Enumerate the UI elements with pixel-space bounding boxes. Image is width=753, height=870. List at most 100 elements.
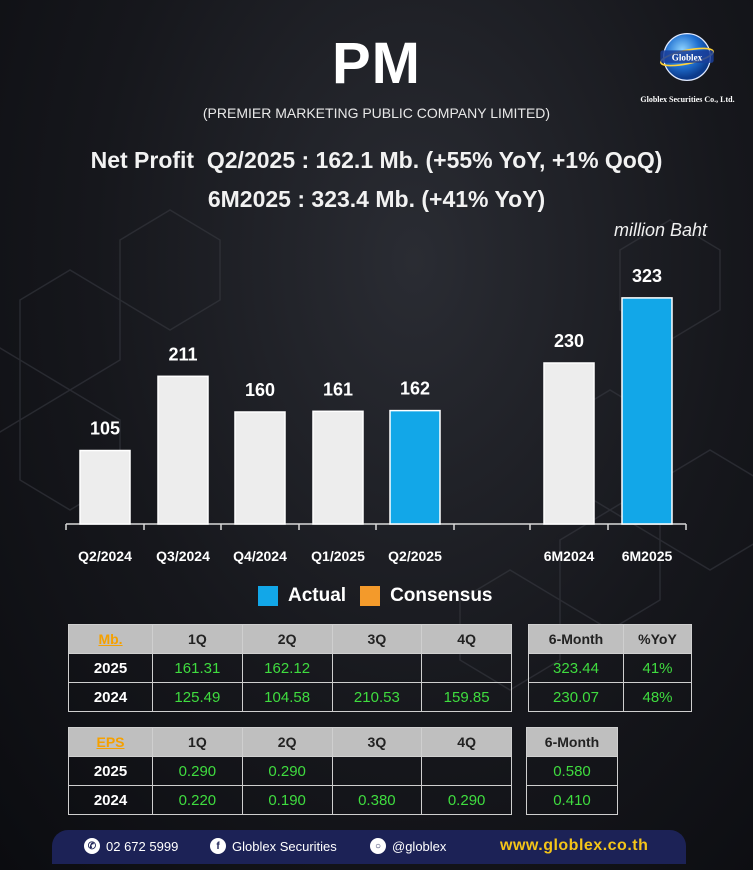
- table-cell: 162.12: [241, 653, 333, 683]
- column-header: 2Q: [241, 624, 333, 654]
- phone-icon: ✆: [84, 838, 100, 854]
- footer-facebook[interactable]: f Globlex Securities: [210, 838, 337, 854]
- row-year: 2025: [68, 653, 153, 683]
- bar-value-label: 162: [400, 379, 430, 399]
- bar-value-label: 323: [632, 266, 662, 286]
- headline-half-year: 6M2025 : 323.4 Mb. (+41% YoY): [207, 186, 546, 212]
- table-cell: 159.85: [421, 682, 512, 712]
- legend-item-actual: Actual: [258, 585, 346, 607]
- column-header: 6-Month: [528, 624, 624, 654]
- footer-line[interactable]: ○ @globlex: [370, 838, 446, 854]
- table-row: 0.410: [526, 785, 618, 815]
- table-row: 2025 161.31 162.12: [68, 653, 512, 683]
- facebook-name: Globlex Securities: [232, 838, 337, 854]
- table-row: 2024 0.220 0.190 0.380 0.290: [68, 785, 512, 815]
- table-cell: 230.07: [528, 682, 624, 712]
- bar-6m2024: [543, 362, 595, 525]
- row-year: 2024: [68, 785, 153, 815]
- bar-value-label: 160: [245, 380, 275, 400]
- line-chat-icon: ○: [370, 838, 386, 854]
- table-cell: 0.290: [241, 756, 333, 786]
- headline-quarter: Net Profit Q2/2025 : 162.1 Mb. (+55% YoY…: [90, 147, 663, 173]
- profit-table: Mb. 1Q 2Q 3Q 4Q 2025 161.31 162.12 2024 …: [68, 624, 512, 712]
- bar-value-label: 105: [90, 419, 120, 439]
- bar-value-label: 211: [168, 344, 197, 364]
- bar-value-label: 230: [554, 331, 584, 351]
- line-handle: @globlex: [392, 838, 447, 854]
- table-cell: [421, 756, 512, 786]
- column-header: 1Q: [152, 624, 243, 654]
- table-cell: 0.220: [152, 785, 243, 815]
- eps-summary-table: 6-Month 0.580 0.410: [526, 727, 618, 815]
- chart-legend: Actual Consensus: [258, 585, 493, 607]
- bar-value-label: 161: [323, 379, 353, 399]
- bar-q1-2025: [312, 410, 364, 525]
- legend-swatch-consensus: [360, 586, 381, 606]
- table-row: 323.44 41%: [528, 653, 692, 683]
- globlex-logo: Globlex: [660, 33, 714, 81]
- profit-table-corner: Mb.: [68, 624, 153, 654]
- bar-q2-2024: [79, 449, 131, 525]
- facebook-icon: f: [210, 838, 226, 854]
- column-header: 4Q: [421, 727, 512, 757]
- table-header-row: 6-Month %YoY: [528, 624, 692, 654]
- legend-swatch-actual: [258, 586, 278, 606]
- row-year: 2024: [68, 682, 153, 712]
- footer-phone[interactable]: ✆ 02 672 5999: [84, 838, 178, 854]
- eps-table: EPS 1Q 2Q 3Q 4Q 2025 0.290 0.290 2024 0.…: [68, 727, 512, 815]
- column-header: 3Q: [331, 624, 423, 654]
- logo-caption: Globlex Securities Co., Ltd.: [640, 95, 735, 104]
- column-header: 3Q: [331, 727, 423, 757]
- bar-6m2025: [621, 297, 673, 525]
- column-header: %YoY: [623, 624, 692, 654]
- company-name: (PREMIER MARKETING PUBLIC COMPANY LIMITE…: [202, 105, 551, 121]
- table-cell: [331, 756, 423, 786]
- bar-q2-2025: [389, 409, 441, 525]
- unit-label: million Baht: [613, 220, 707, 240]
- table-cell: 0.290: [421, 785, 512, 815]
- legend-label-actual: Actual: [288, 585, 347, 606]
- table-cell: 0.410: [526, 785, 618, 815]
- table-row: 0.580: [526, 756, 618, 786]
- bar-q3-2024: [157, 375, 209, 525]
- legend-label-consensus: Consensus: [390, 585, 493, 606]
- table-cell: 104.58: [241, 682, 333, 712]
- table-header-row: EPS 1Q 2Q 3Q 4Q: [68, 727, 512, 757]
- table-row: 2024 125.49 104.58 210.53 159.85: [68, 682, 512, 712]
- x-tick-label: 6M2024: [544, 548, 595, 564]
- table-cell: 161.31: [152, 653, 243, 683]
- net-profit-bar-chart: 105 Q2/2024 211 Q3/2024 160 Q4/2024 161 Q1/2025…: [65, 266, 687, 564]
- website-link[interactable]: www.globlex.co.th: [500, 837, 649, 854]
- x-tick-label: Q2/2025: [388, 548, 442, 564]
- row-year: 2025: [68, 756, 153, 786]
- logo-text: Globlex: [672, 52, 703, 62]
- table-cell: 0.290: [152, 756, 243, 786]
- x-tick-label: Q2/2024: [78, 548, 132, 564]
- page-title: PM: [332, 31, 421, 96]
- table-cell: 41%: [623, 653, 692, 683]
- x-tick-label: 6M2025: [622, 548, 673, 564]
- table-row: 230.07 48%: [528, 682, 692, 712]
- x-tick-label: Q4/2024: [233, 548, 287, 564]
- column-header: 4Q: [421, 624, 512, 654]
- table-header-row: 6-Month: [526, 727, 618, 757]
- table-cell: 125.49: [152, 682, 243, 712]
- table-header-row: Mb. 1Q 2Q 3Q 4Q: [68, 624, 512, 654]
- column-header: 6-Month: [526, 727, 618, 757]
- table-cell: 48%: [623, 682, 692, 712]
- table-cell: 0.190: [241, 785, 333, 815]
- legend-item-consensus: Consensus: [360, 585, 493, 607]
- table-row: 2025 0.290 0.290: [68, 756, 512, 786]
- footer-bar: ✆ 02 672 5999 f Globlex Securities ○ @gl…: [52, 830, 686, 864]
- table-cell: [421, 653, 512, 683]
- table-cell: [331, 653, 423, 683]
- bar-q4-2024: [234, 411, 286, 525]
- table-cell: 0.580: [526, 756, 618, 786]
- phone-number: 02 672 5999: [106, 838, 179, 854]
- column-header: 1Q: [152, 727, 243, 757]
- table-cell: 0.380: [331, 785, 423, 815]
- column-header: 2Q: [241, 727, 333, 757]
- table-cell: 323.44: [528, 653, 624, 683]
- x-tick-label: Q1/2025: [311, 548, 365, 564]
